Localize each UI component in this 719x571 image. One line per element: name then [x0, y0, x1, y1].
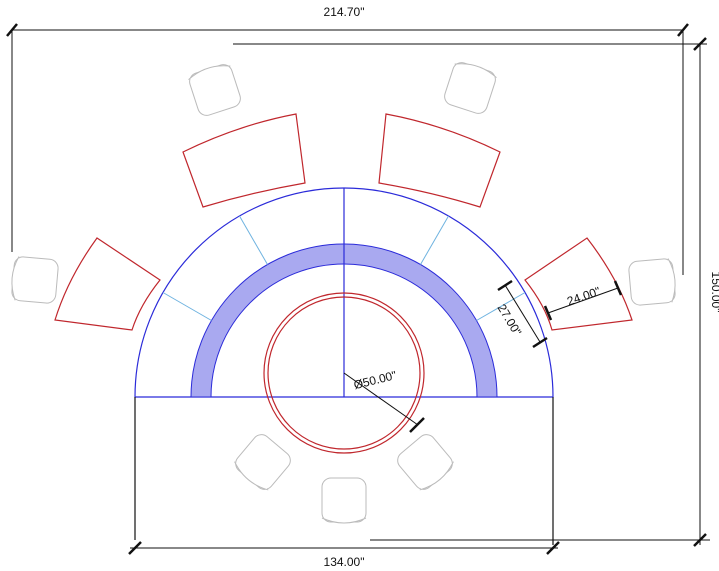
seat-width-label: 24.00": [565, 284, 602, 308]
table-diameter-label: Ø50.00": [352, 368, 398, 392]
table: [263, 292, 425, 454]
overall-width-label: 214.70": [324, 5, 365, 19]
overall-depth-label: 150.00": [709, 272, 719, 313]
chairs: [11, 62, 676, 524]
base-width-label: 134.00": [324, 555, 365, 569]
seats: [54, 113, 633, 331]
dimensions: [6, 23, 710, 555]
seat-depth-label: 27.00": [495, 302, 525, 339]
